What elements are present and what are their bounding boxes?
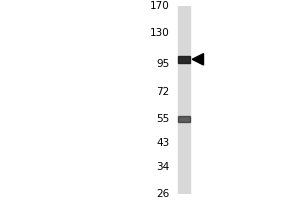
Text: 130: 130 bbox=[150, 28, 169, 38]
Bar bbox=[178, 6, 190, 194]
Text: 43: 43 bbox=[156, 138, 169, 148]
Text: 72: 72 bbox=[156, 87, 169, 97]
Bar bbox=[178, 56, 190, 63]
Text: 26: 26 bbox=[156, 189, 169, 199]
Text: 34: 34 bbox=[156, 162, 169, 172]
Text: 170: 170 bbox=[150, 1, 169, 11]
Bar bbox=[178, 116, 190, 122]
Text: 55: 55 bbox=[156, 114, 169, 124]
Text: 95: 95 bbox=[156, 59, 169, 69]
Polygon shape bbox=[192, 54, 203, 65]
